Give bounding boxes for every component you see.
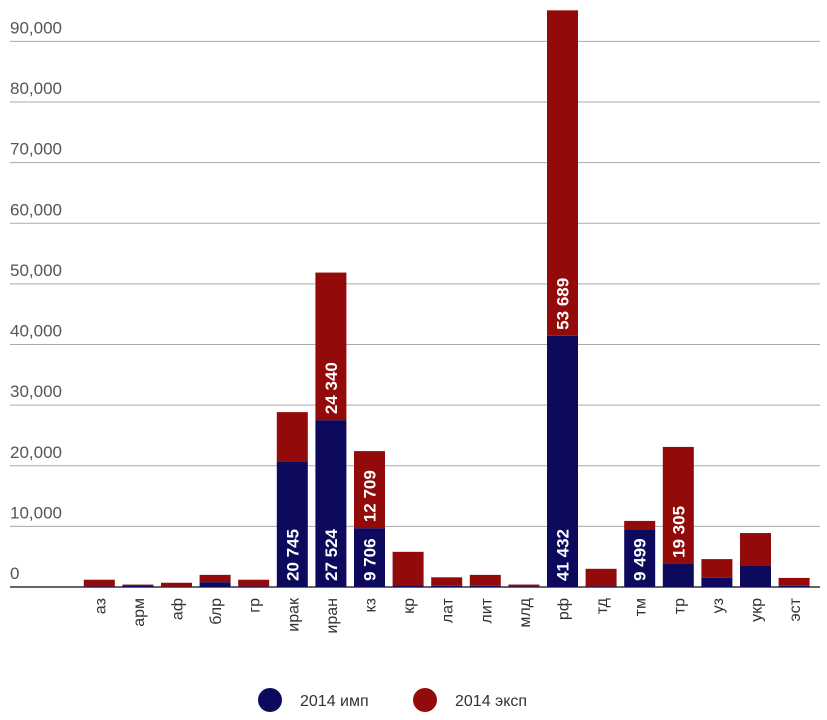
bar-segment [585, 586, 617, 587]
x-tick-label: арм [131, 598, 148, 627]
x-tick-label: уз [710, 598, 727, 613]
bar-segment [547, 335, 578, 587]
bar-segment [547, 10, 578, 336]
legend-label: 2014 эксп [455, 693, 527, 710]
x-tick-label: млд [517, 597, 534, 627]
y-tick-label: 10,000 [10, 503, 62, 522]
x-tick-label: укр [749, 598, 766, 622]
x-tick-label: лат [440, 597, 457, 623]
x-tick-label: тм [633, 598, 650, 616]
bar-segment [315, 420, 347, 587]
y-tick-label: 90,000 [10, 18, 62, 37]
bar-segment [778, 577, 810, 586]
y-tick-label: 50,000 [10, 261, 62, 280]
x-tick-label: рф [556, 598, 573, 620]
bar-segment [778, 585, 810, 587]
bar-segment [469, 574, 501, 586]
legend-label: 2014 имп [300, 693, 369, 710]
legend-marker [258, 688, 282, 712]
x-tick-label: иран [324, 598, 341, 634]
value-label: 9 706 [361, 538, 380, 581]
bar-segment [276, 461, 308, 587]
bar-segment [83, 586, 115, 587]
x-tick-label: тр [671, 598, 688, 614]
bar-segment [315, 272, 347, 421]
value-label: 24 340 [322, 362, 341, 414]
bar-segment [199, 574, 231, 583]
legend-marker [413, 688, 437, 712]
y-tick-label: 0 [10, 564, 19, 583]
bar-segment [508, 586, 540, 587]
bar-segment [701, 577, 733, 587]
x-tick-label: ирак [285, 597, 302, 632]
bar-segment [469, 585, 501, 587]
bar-segment [238, 586, 270, 587]
x-tick-label: гр [247, 598, 264, 613]
bar-segment [122, 585, 154, 587]
x-tick-label: аз [92, 598, 109, 614]
x-tick-label: тд [594, 597, 611, 614]
value-label: 12 709 [361, 470, 380, 522]
bar-segment [662, 446, 694, 564]
bar-segment [276, 412, 308, 462]
x-tick-label: кр [401, 598, 418, 614]
bar-segment [624, 529, 656, 587]
value-label: 41 432 [554, 529, 573, 581]
x-tick-label: блр [208, 598, 225, 625]
y-tick-label: 70,000 [10, 140, 62, 159]
bar-segment [161, 582, 192, 587]
bar-segment [392, 585, 424, 587]
bar-segment [392, 551, 424, 586]
value-label: 20 745 [283, 529, 302, 581]
x-tick-label: кз [363, 598, 380, 613]
bar-segment [238, 579, 270, 587]
bar-segment [585, 568, 617, 587]
y-tick-label: 20,000 [10, 443, 62, 462]
value-label: 27 524 [322, 528, 341, 581]
value-label: 53 689 [554, 278, 573, 330]
value-label: 19 305 [669, 506, 688, 558]
x-tick-label: аф [170, 598, 187, 620]
bar-segment [354, 451, 385, 529]
bar-segment [354, 528, 385, 587]
bar-segment [83, 579, 115, 587]
x-tick-label: эст [787, 597, 804, 621]
bar-segment [431, 585, 463, 587]
bar-segment [740, 533, 771, 566]
y-tick-label: 80,000 [10, 79, 62, 98]
x-tick-label: лит [478, 597, 495, 623]
bar-segment [701, 559, 733, 578]
bar-segment [122, 584, 154, 586]
y-tick-label: 30,000 [10, 382, 62, 401]
bar-segment [431, 577, 463, 586]
value-label: 9 499 [631, 538, 650, 581]
y-tick-label: 40,000 [10, 322, 62, 341]
bar-segment [199, 582, 231, 587]
bar-segment [662, 563, 694, 587]
bar-segment [740, 565, 771, 587]
y-tick-label: 60,000 [10, 200, 62, 219]
bar-segment [508, 584, 540, 587]
bar-segment [624, 520, 656, 530]
